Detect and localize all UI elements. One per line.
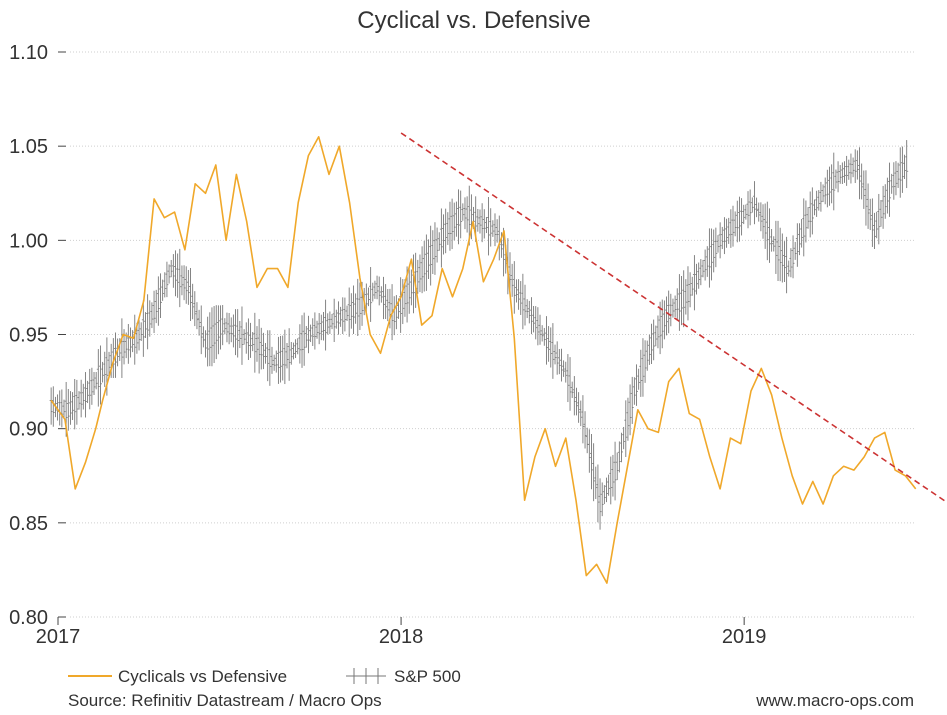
website-note: www.macro-ops.com <box>755 691 914 710</box>
x-tick-label: 2019 <box>722 626 767 648</box>
y-tick-label: 0.85 <box>9 513 48 535</box>
chart-title: Cyclical vs. Defensive <box>357 7 590 34</box>
x-tick-label: 2017 <box>36 626 81 648</box>
legend-label-cyclicals: Cyclicals vs Defensive <box>118 667 287 686</box>
y-tick-label: 0.95 <box>9 325 48 347</box>
x-axis-ticks: 2017 2018 2019 <box>36 617 767 648</box>
y-tick-label: 1.00 <box>9 230 48 252</box>
sp500-series <box>49 140 909 530</box>
legend-label-sp500: S&P 500 <box>394 667 461 686</box>
cyclicals-series-line <box>50 136 917 584</box>
gridlines <box>70 51 914 618</box>
trendline <box>400 132 947 504</box>
legend: Cyclicals vs Defensive S&P 500 <box>68 667 461 686</box>
y-tick-label: 0.80 <box>9 607 48 629</box>
y-axis-ticks: 1.10 1.05 1.00 0.95 0.90 0.85 0.80 <box>9 42 66 629</box>
y-tick-label: 0.90 <box>9 419 48 441</box>
source-note: Source: Refinitiv Datastream / Macro Ops <box>68 691 382 710</box>
x-tick-label: 2018 <box>379 626 424 648</box>
y-tick-label: 1.05 <box>9 136 48 158</box>
y-tick-label: 1.10 <box>9 42 48 64</box>
legend-swatch-sp500 <box>346 668 386 684</box>
